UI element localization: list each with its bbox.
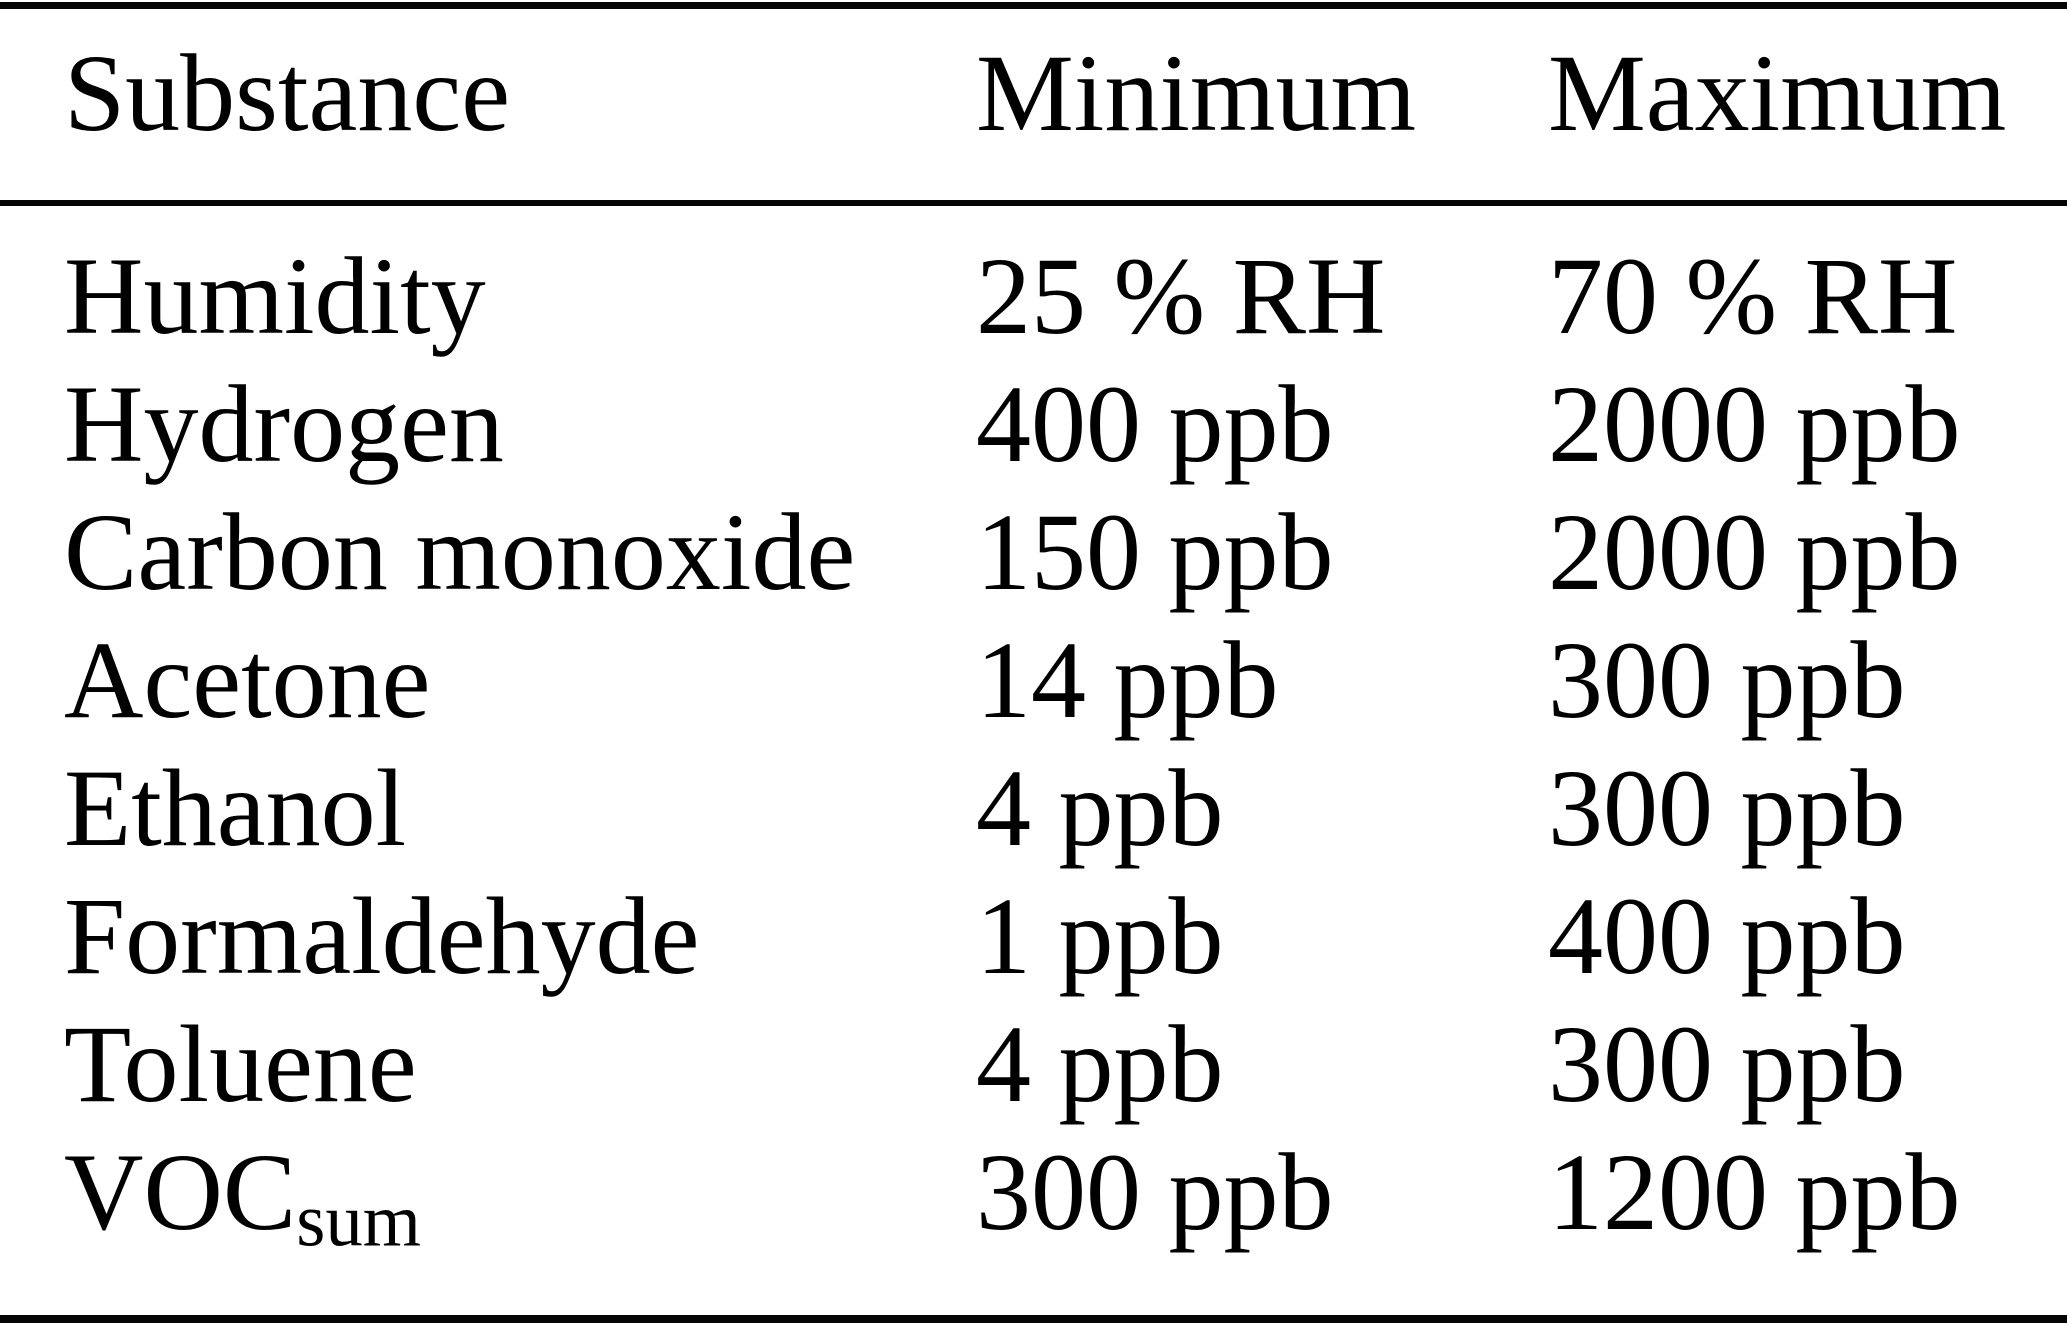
column-header-minimum: Minimum: [976, 32, 1417, 154]
cell-substance: Humidity: [64, 232, 976, 360]
cell-minimum: 14 ppb: [976, 619, 1279, 741]
table-bottom-rule: [0, 1315, 2067, 1323]
substance-subscript: sum: [296, 1179, 421, 1263]
table-row: Formaldehyde 1 ppb 400 ppb: [0, 872, 2067, 1000]
substance-name: Acetone: [64, 619, 431, 741]
table-body: Humidity 25 % RH 70 % RH Hydrogen 400 pp…: [0, 232, 2067, 1258]
cell-maximum: 300 ppb: [1548, 747, 1906, 869]
cell-substance: Carbon monoxide: [64, 488, 976, 616]
table-row: Hydrogen 400 ppb 2000 ppb: [0, 360, 2067, 488]
column-header-substance: Substance: [64, 32, 511, 154]
table-row: Ethanol 4 ppb 300 ppb: [0, 744, 2067, 872]
substance-name: VOC: [64, 1131, 297, 1253]
cell-maximum: 1200 ppb: [1548, 1131, 1961, 1253]
cell-minimum: 4 ppb: [976, 747, 1224, 869]
cell-maximum: 300 ppb: [1548, 1003, 1906, 1125]
cell-maximum: 2000 ppb: [1548, 363, 1961, 485]
cell-minimum: 25 % RH: [976, 235, 1386, 357]
cell-substance: Ethanol: [64, 744, 976, 872]
substance-name: Hydrogen: [64, 363, 504, 485]
cell-substance: Acetone: [64, 616, 976, 744]
column-header-maximum: Maximum: [1548, 32, 2007, 154]
table-row: Carbon monoxide 150 ppb 2000 ppb: [0, 488, 2067, 616]
cell-minimum: 300 ppb: [976, 1131, 1334, 1253]
cell-maximum: 400 ppb: [1548, 875, 1906, 997]
substance-name: Toluene: [64, 1003, 417, 1125]
table-header-row: Substance Minimum Maximum: [0, 29, 2067, 157]
table-row: Acetone 14 ppb 300 ppb: [0, 616, 2067, 744]
table-mid-rule: [0, 200, 2067, 206]
cell-maximum: 2000 ppb: [1548, 491, 1961, 613]
cell-minimum: 400 ppb: [976, 363, 1334, 485]
cell-minimum: 1 ppb: [976, 875, 1224, 997]
table-row: Toluene 4 ppb 300 ppb: [0, 1000, 2067, 1128]
cell-minimum: 4 ppb: [976, 1003, 1224, 1125]
substance-name: Formaldehyde: [64, 875, 700, 997]
table-row: VOCsum 300 ppb 1200 ppb: [0, 1128, 2067, 1258]
substance-name: Humidity: [64, 235, 486, 357]
cell-substance: Toluene: [64, 1000, 976, 1128]
substance-name: Ethanol: [64, 747, 407, 869]
table-row: Humidity 25 % RH 70 % RH: [0, 232, 2067, 360]
cell-substance: VOCsum: [64, 1128, 976, 1258]
cell-maximum: 300 ppb: [1548, 619, 1906, 741]
cell-substance: Hydrogen: [64, 360, 976, 488]
table-top-rule: [0, 2, 2067, 9]
cell-substance: Formaldehyde: [64, 872, 976, 1000]
cell-maximum: 70 % RH: [1548, 235, 1958, 357]
cell-minimum: 150 ppb: [976, 491, 1334, 613]
substance-name: Carbon monoxide: [64, 491, 856, 613]
